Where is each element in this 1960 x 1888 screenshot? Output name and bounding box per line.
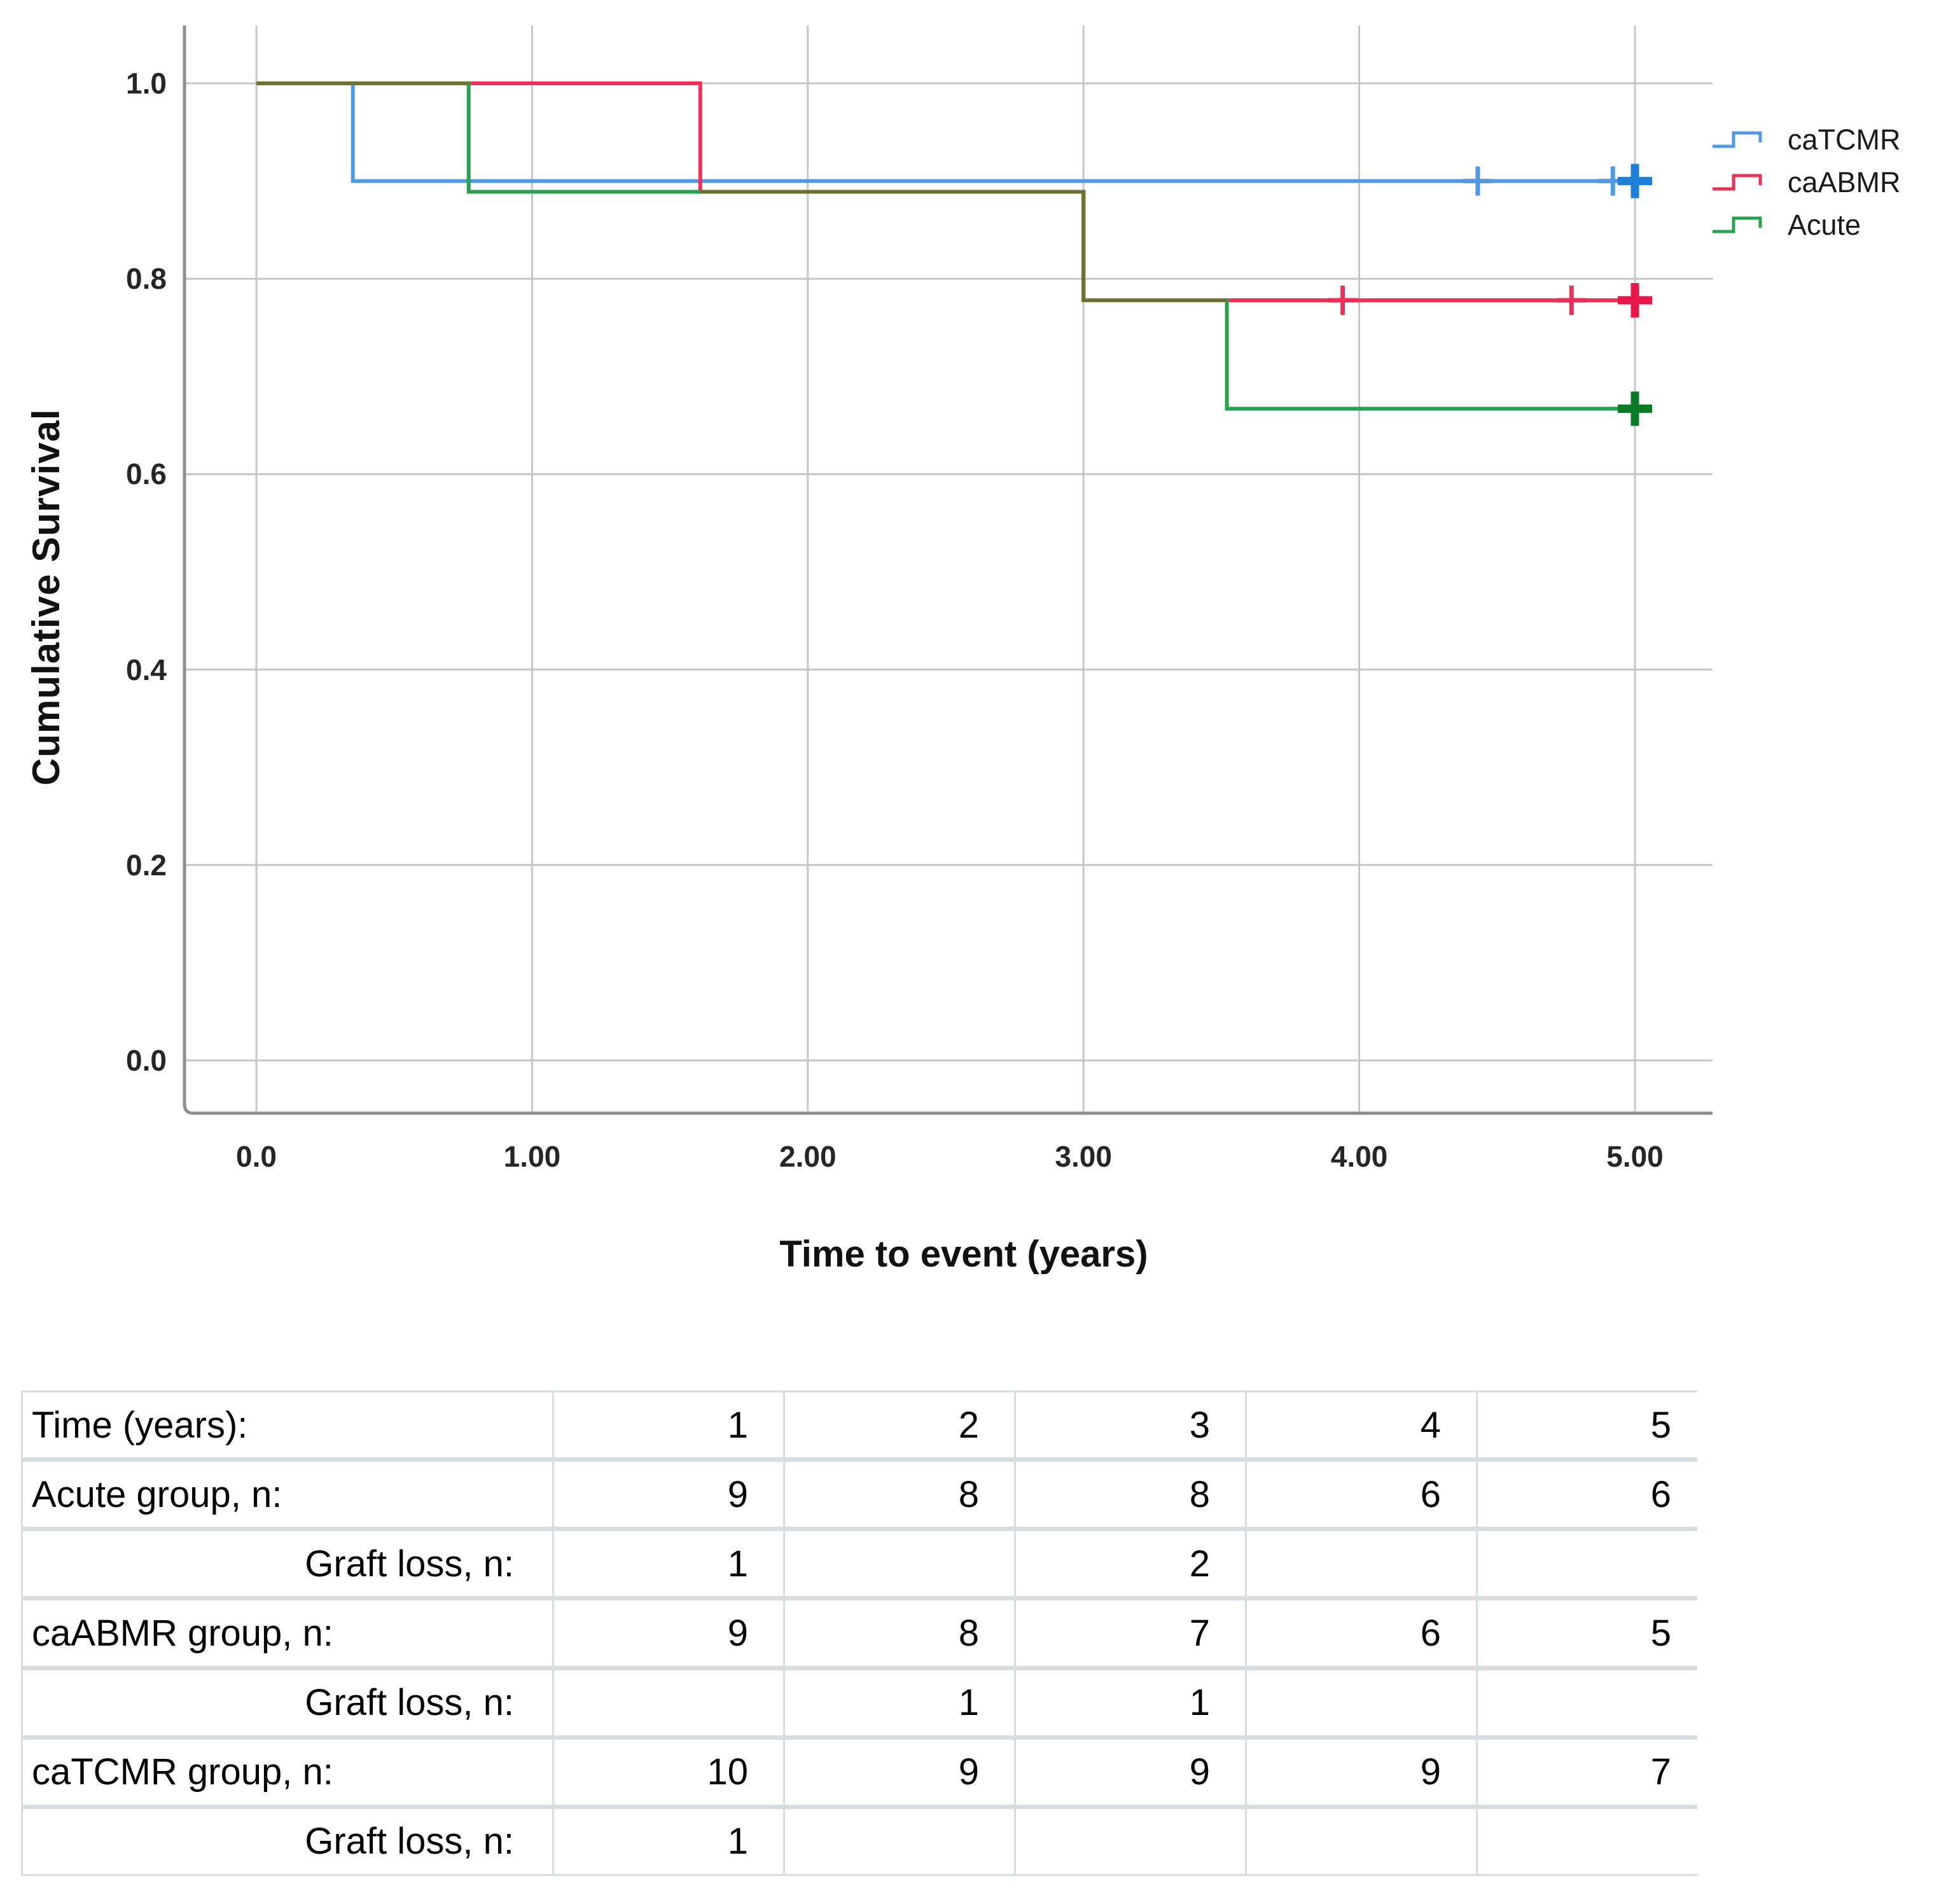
x-axis-title: Time to event (years) <box>779 1233 1148 1275</box>
table-cell <box>1016 1808 1245 1874</box>
axis-frame <box>183 25 1713 1115</box>
y-tick-label: 1.0 <box>126 67 167 100</box>
x-tick-label: 4.00 <box>1330 1140 1388 1173</box>
table-cell: 3 <box>1016 1392 1245 1458</box>
legend-label: caABMR <box>1788 165 1901 198</box>
x-tick-label: 3.00 <box>1055 1140 1112 1173</box>
table-row-label: Graft loss, n: <box>23 1808 552 1874</box>
step-line-glyph <box>1713 216 1762 233</box>
table-cell: 1 <box>554 1392 783 1458</box>
survival-curve-Acute <box>256 81 1646 411</box>
table-cell <box>1478 1670 1706 1735</box>
table-cell: 9 <box>554 1462 783 1527</box>
curve-overlap-segment <box>700 190 1227 302</box>
legend-label: Acute <box>1788 208 1861 241</box>
table-cell: 9 <box>554 1600 783 1666</box>
table-cell: 8 <box>785 1462 1014 1527</box>
step-line-swatch-icon <box>1713 131 1762 148</box>
table-cell: 2 <box>1016 1531 1245 1597</box>
y-tick-label: 0.4 <box>126 653 167 686</box>
table-cell <box>785 1808 1014 1874</box>
table-row-label: Acute group, n: <box>23 1462 552 1527</box>
table-cell: 6 <box>1247 1462 1476 1527</box>
y-axis-title: Cumulative Survival <box>25 408 67 786</box>
table-cell: 9 <box>1016 1739 1245 1805</box>
x-tick-label: 0.0 <box>236 1140 277 1173</box>
table-row-label: Graft loss, n: <box>23 1670 552 1735</box>
table-cell: 5 <box>1478 1392 1706 1458</box>
table-row-label: Time (years): <box>23 1392 552 1458</box>
legend: caTCMR caABMR Acute <box>1710 118 1901 246</box>
legend-item-Acute: Acute <box>1710 204 1901 246</box>
y-tick-label: 0.2 <box>126 848 167 882</box>
y-tick-label: 0.6 <box>126 457 167 491</box>
table-cell: 8 <box>785 1600 1014 1666</box>
step-line-swatch-icon <box>1713 216 1762 233</box>
legend-label: caTCMR <box>1788 123 1901 156</box>
table-cell: 6 <box>1478 1462 1706 1527</box>
table-cell: 2 <box>785 1392 1014 1458</box>
table-cell <box>1478 1808 1706 1874</box>
step-line-swatch-icon <box>1713 174 1762 190</box>
table-cell: 1 <box>554 1808 783 1874</box>
table-cell <box>785 1531 1014 1597</box>
x-tick-label: 5.00 <box>1606 1140 1664 1173</box>
table-cell: 8 <box>1016 1462 1245 1527</box>
chart-canvas <box>183 25 1713 1115</box>
step-line-glyph <box>1713 174 1762 190</box>
km-chart: Cumulative Survival Time to event (years… <box>25 25 1901 1275</box>
step-line-glyph <box>1713 131 1762 148</box>
table-cell: 10 <box>554 1739 783 1805</box>
table-cell: 1 <box>1016 1670 1245 1735</box>
legend-item-caABMR: caABMR <box>1710 161 1901 204</box>
legend-item-caTCMR: caTCMR <box>1710 118 1901 161</box>
table-cell <box>1247 1808 1476 1874</box>
table-cell: 1 <box>554 1531 783 1597</box>
table-cell: 5 <box>1478 1600 1706 1666</box>
table-cell: 6 <box>1247 1600 1476 1666</box>
table-row-label: caABMR group, n: <box>23 1600 552 1666</box>
x-tick-label: 2.00 <box>779 1140 837 1173</box>
table-row-label: caTCMR group, n: <box>23 1739 552 1805</box>
table-cell: 9 <box>1247 1739 1476 1805</box>
table-cell <box>554 1670 783 1735</box>
table-cell: 9 <box>785 1739 1014 1805</box>
x-tick-label: 1.00 <box>503 1140 561 1173</box>
table-row-label: Graft loss, n: <box>23 1531 552 1597</box>
numbers-at-risk-table: Time (years): 1 2 3 4 5 Acute group, n: 9 8 8 6 6 Gr… <box>21 1391 1706 1876</box>
table-cell <box>1478 1531 1706 1597</box>
y-tick-label: 0.0 <box>126 1044 167 1077</box>
survival-curve-caTCMR <box>256 81 1649 183</box>
table-cell: 1 <box>785 1670 1014 1735</box>
table-cell: 7 <box>1016 1600 1245 1666</box>
table-cell: 7 <box>1478 1739 1706 1805</box>
y-tick-label: 0.8 <box>126 262 167 296</box>
table-cell: 4 <box>1247 1392 1476 1458</box>
table-cell <box>1247 1531 1476 1597</box>
table-cell <box>1247 1670 1476 1735</box>
